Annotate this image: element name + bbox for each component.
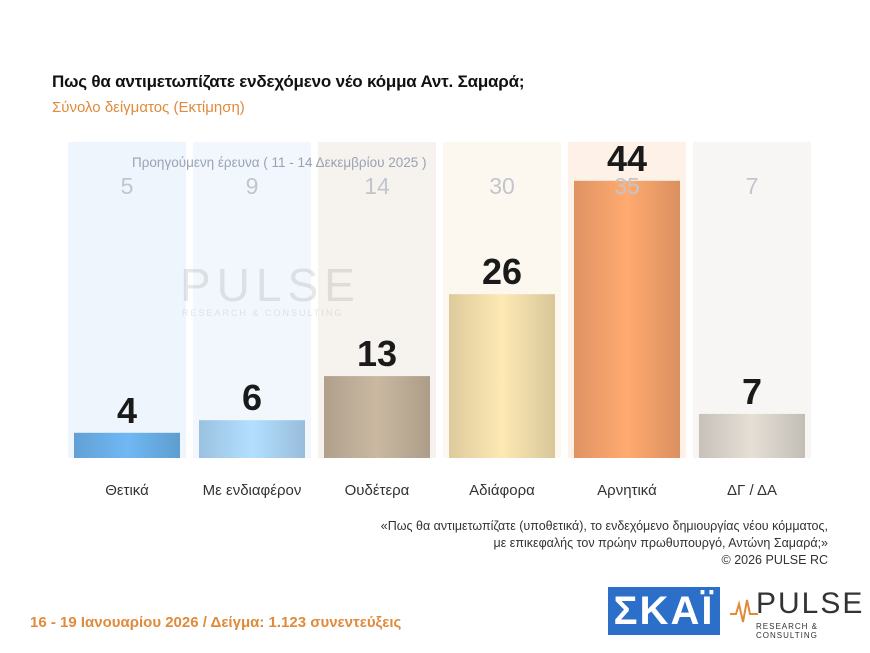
previous-value-label: 5 (121, 173, 134, 199)
skai-logo: ΣΚΑΪ (608, 587, 720, 635)
pulse-wave-icon (730, 599, 758, 623)
copyright: © 2026 PULSE RC (721, 553, 828, 567)
category-label: Ουδέτερα (345, 482, 410, 499)
column-background (193, 142, 311, 458)
previous-value-label: 14 (364, 173, 390, 199)
value-label: 4 (117, 390, 137, 431)
category-label: Με ενδιαφέρον (203, 482, 302, 499)
previous-survey-label: Προηγούμενη έρευνα ( 11 - 14 Δεκεμβρίου … (132, 155, 427, 170)
chart-title: Πως θα αντιμετωπίζατε ενδεχόμενο νέο κόμ… (52, 72, 525, 91)
watermark-name: PULSE (180, 259, 361, 311)
previous-value-label: 9 (246, 173, 259, 199)
question-note: «Πως θα αντιμετωπίζατε (υποθετικά), το ε… (381, 518, 828, 569)
pulse-logo-name: PULSE (756, 587, 865, 620)
bar (74, 432, 180, 458)
pulse-watermark: PULSE RESEARCH & CONSULTING (144, 262, 361, 318)
watermark-tagline: RESEARCH & CONSULTING (182, 308, 344, 318)
previous-value-label: 35 (614, 173, 640, 199)
category-label: Αρνητικά (597, 482, 657, 499)
column-background (68, 142, 186, 458)
column-background (693, 142, 811, 458)
pulse-logo-tagline: RESEARCH & CONSULTING (756, 622, 819, 640)
note-line: με επικεφαλής τον πρώην πρωθυπουργό, Αντ… (493, 536, 828, 550)
value-label: 7 (742, 371, 762, 412)
note-line: «Πως θα αντιμετωπίζατε (υποθετικά), το ε… (380, 519, 828, 533)
bar (449, 294, 555, 458)
pulse-logo: PULSE RESEARCH & CONSULTING (730, 587, 865, 640)
value-label: 13 (357, 333, 397, 374)
value-label: 44 (607, 138, 647, 179)
chart-subtitle: Σύνολο δείγματος (Εκτίμηση) (52, 99, 245, 116)
date-sample-info: 16 - 19 Ιανουαρίου 2026 / Δείγμα: 1.123 … (30, 614, 402, 631)
category-label: Θετικά (105, 482, 149, 499)
value-label: 26 (482, 251, 522, 292)
bar (199, 420, 305, 458)
bar (324, 376, 430, 458)
category-label: Αδιάφορα (469, 482, 535, 499)
bar (574, 180, 680, 459)
category-label: ΔΓ / ΔΑ (727, 482, 777, 499)
value-label: 6 (242, 377, 262, 418)
bar-chart: 4 5 Θετικά 6 9 Με ενδιαφέρον 13 14 Ουδέτερα 26 30 Α… (68, 138, 811, 499)
previous-value-label: 30 (489, 173, 515, 199)
previous-value-label: 7 (746, 173, 759, 199)
bar (699, 413, 805, 458)
